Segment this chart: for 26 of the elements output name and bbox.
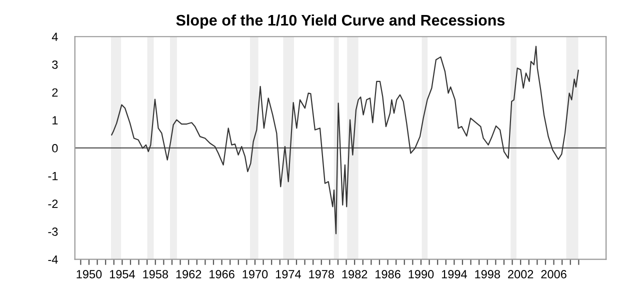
y-tick-label: 4 [52, 32, 58, 41]
y-tick-label: -4 [48, 255, 58, 264]
x-tick-label: 1958 [143, 270, 168, 278]
x-tick-label: 1954 [110, 270, 135, 278]
x-tick-label: 2002 [508, 270, 534, 278]
x-tick-label: 1998 [475, 270, 500, 278]
x-tick-label: 1994 [442, 270, 467, 278]
line-series [111, 46, 579, 234]
x-tick-label: 1974 [276, 270, 301, 278]
x-tick-label: 1970 [242, 270, 268, 278]
y-tick-label: -2 [48, 200, 58, 208]
x-tick-label: 1966 [210, 270, 234, 278]
x-tick-label: 1962 [176, 270, 202, 278]
x-tick-label: 1982 [342, 270, 368, 278]
x-tick-label: 2006 [541, 270, 566, 278]
y-tick-label: -3 [48, 228, 58, 236]
y-tick-label: 2 [52, 88, 58, 97]
x-tick-label: 1950 [76, 270, 102, 278]
y-tick-label: 0 [52, 144, 58, 152]
x-tick-label: 1986 [376, 270, 400, 278]
x-tick-label: 1978 [309, 270, 334, 278]
x-tick-label: 1990 [408, 270, 434, 278]
y-tick-label: 1 [52, 116, 58, 124]
chart-title: Slope of the 1/10 Yield Curve and Recessions [176, 14, 505, 29]
y-tick-label: -1 [48, 172, 58, 180]
y-tick-label: 3 [52, 60, 58, 69]
